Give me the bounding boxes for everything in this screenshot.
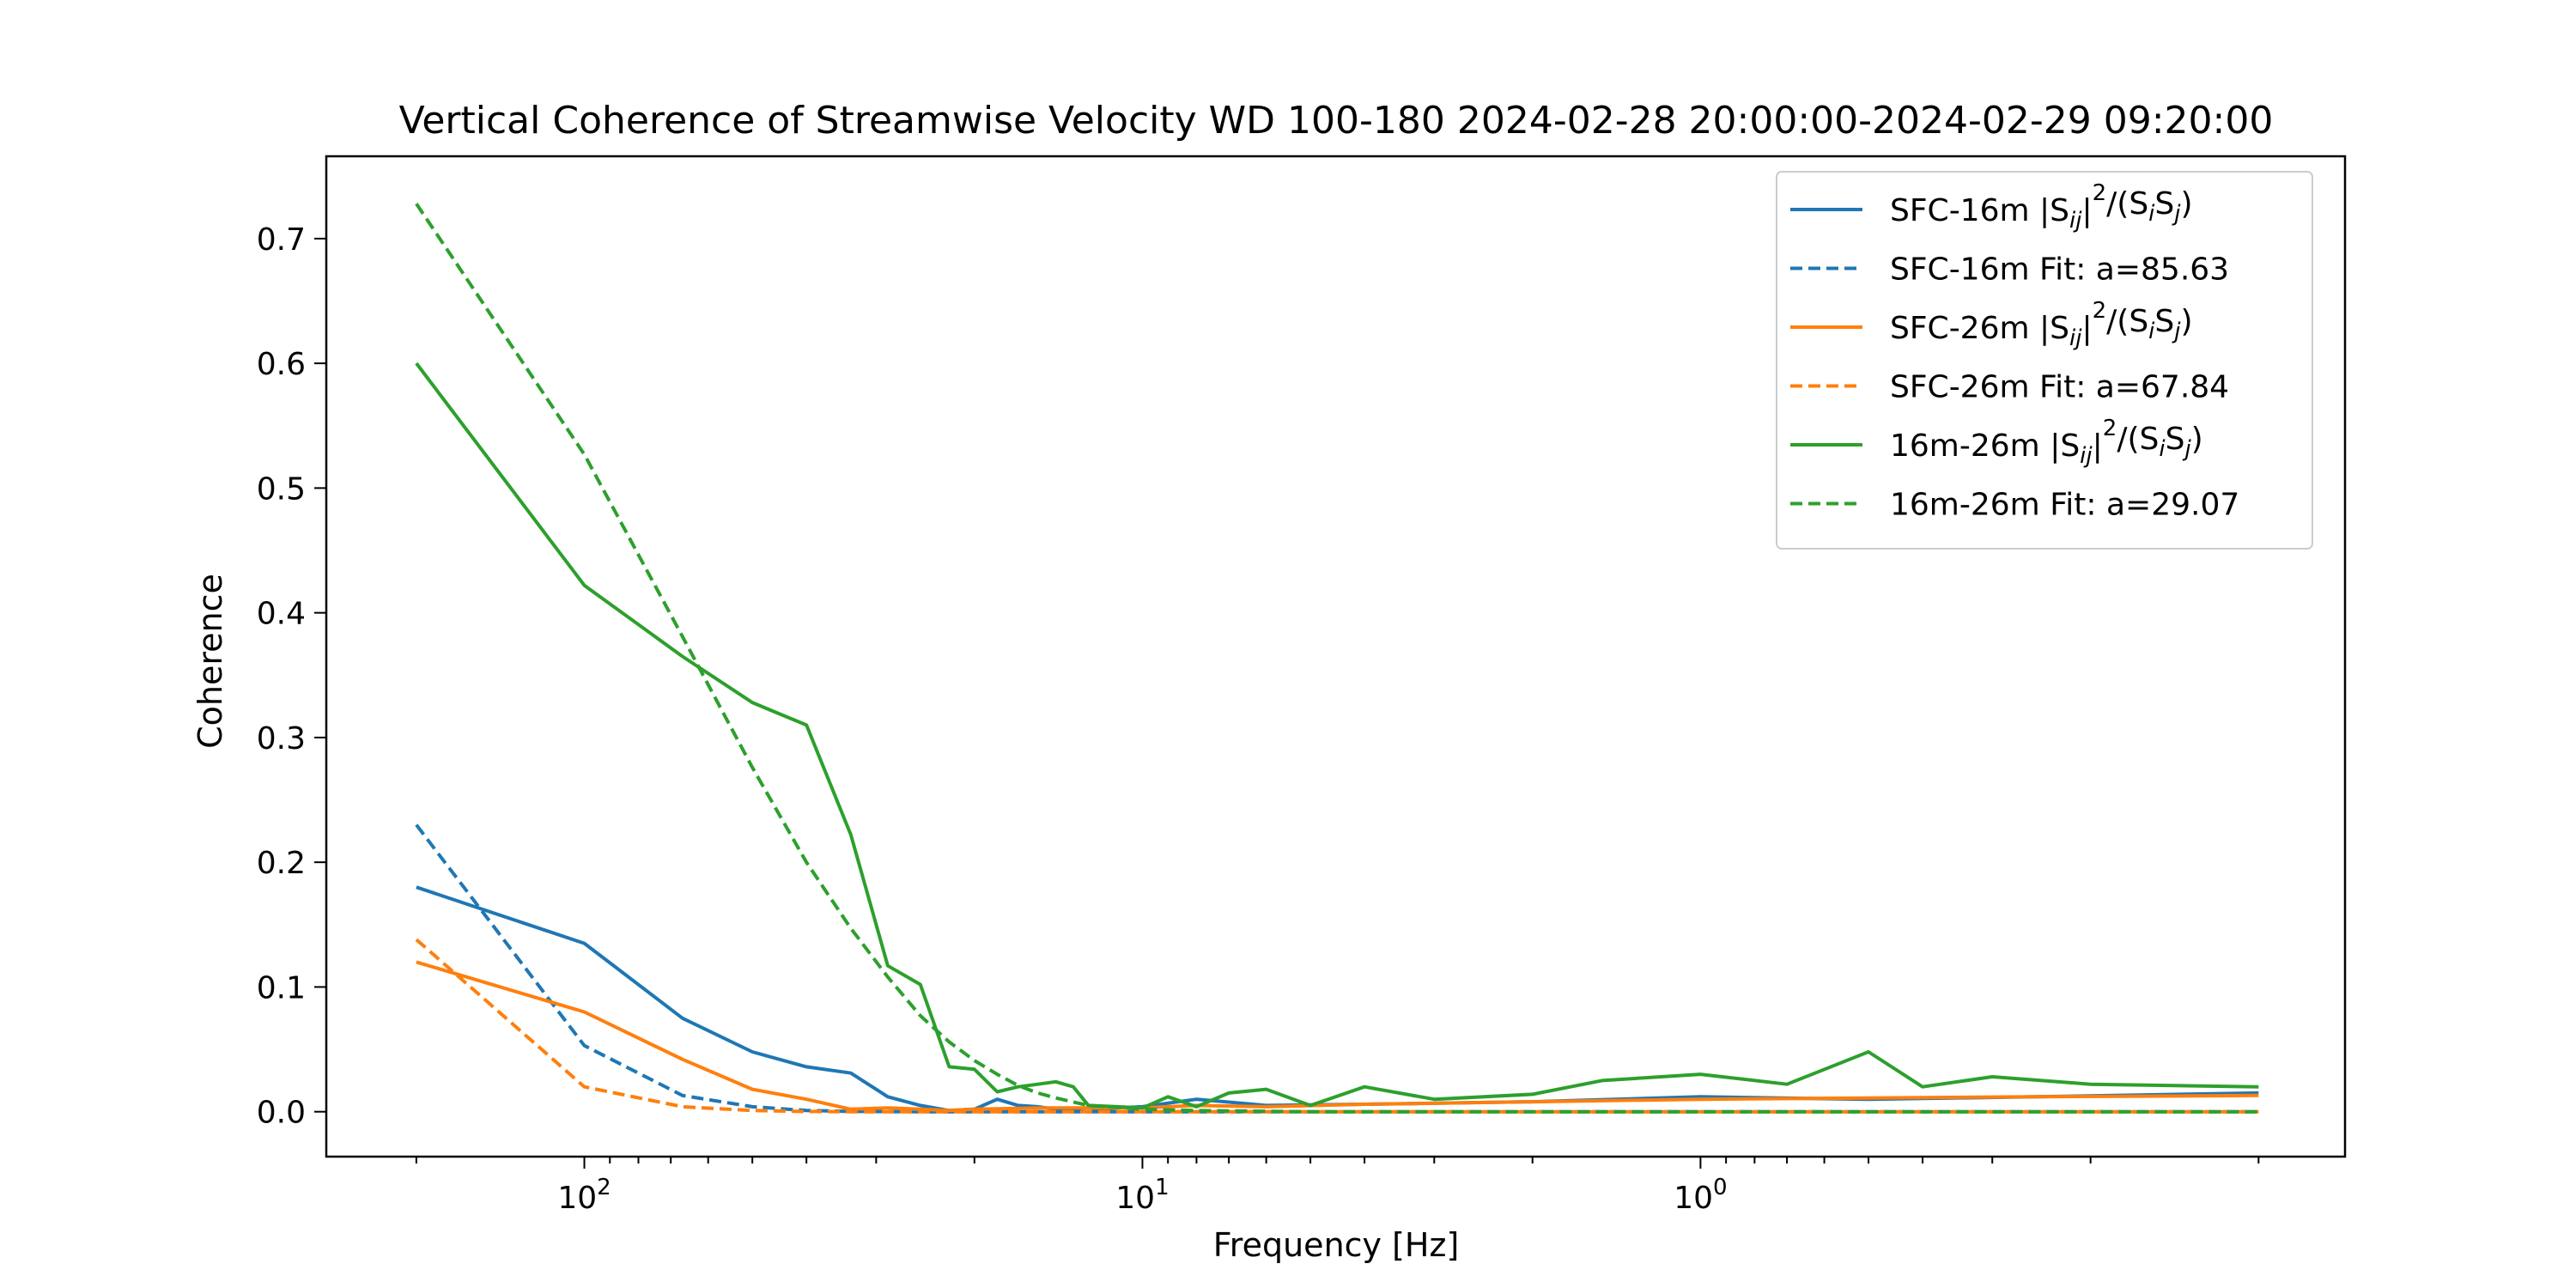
- series-line-3: [416, 960, 2259, 1113]
- x-axis-ticks: 100 101 102: [415, 1157, 2260, 1216]
- plot-area: [415, 203, 2259, 1114]
- plot-frame: [325, 155, 2347, 1158]
- x-tick-label: 101: [1115, 1175, 1169, 1216]
- legend-box: [1776, 171, 2313, 550]
- x-axis-label: Frequency [Hz]: [1213, 1226, 1460, 1264]
- y-tick-label: 0.4: [257, 597, 306, 632]
- series-line-4: [415, 938, 2259, 1114]
- legend-label: 16m-26m |Sij|2/(SiSj): [1890, 416, 2203, 469]
- legend-label: SFC-16m |Sij|2/(SiSj): [1890, 180, 2193, 234]
- y-tick-label: 0.3: [257, 721, 306, 756]
- y-axis-ticks: 0.0 0.1 0.2 0.3 0.4 0.5 0.6 0.7: [257, 222, 326, 1131]
- legend-label: 16m-26m Fit: a=29.07: [1890, 488, 2239, 523]
- legend-label: SFC-26m |Sij|2/(SiSj): [1890, 298, 2193, 351]
- legend: SFC-16m |Sij|2/(SiSj) SFC-16m Fit: a=85.6…: [1776, 171, 2313, 550]
- y-tick-label: 0.6: [257, 347, 306, 382]
- x-tick-label: 100: [1674, 1175, 1727, 1216]
- series-line-2: [415, 823, 2259, 1114]
- x-tick-label: 102: [557, 1175, 611, 1216]
- legend-label: SFC-26m Fit: a=67.84: [1890, 370, 2229, 405]
- y-tick-label: 0.2: [257, 846, 306, 881]
- y-tick-label: 0.5: [257, 471, 306, 507]
- legend-label: SFC-16m Fit: a=85.63: [1890, 252, 2229, 288]
- y-axis-label: Coherence: [191, 574, 229, 749]
- series-line-6: [415, 203, 2259, 1114]
- y-tick-label: 0.7: [257, 222, 306, 258]
- chart-title: Vertical Coherence of Streamwise Velocit…: [399, 99, 2274, 143]
- y-tick-label: 0.0: [257, 1096, 306, 1131]
- y-tick-label: 0.1: [257, 970, 306, 1005]
